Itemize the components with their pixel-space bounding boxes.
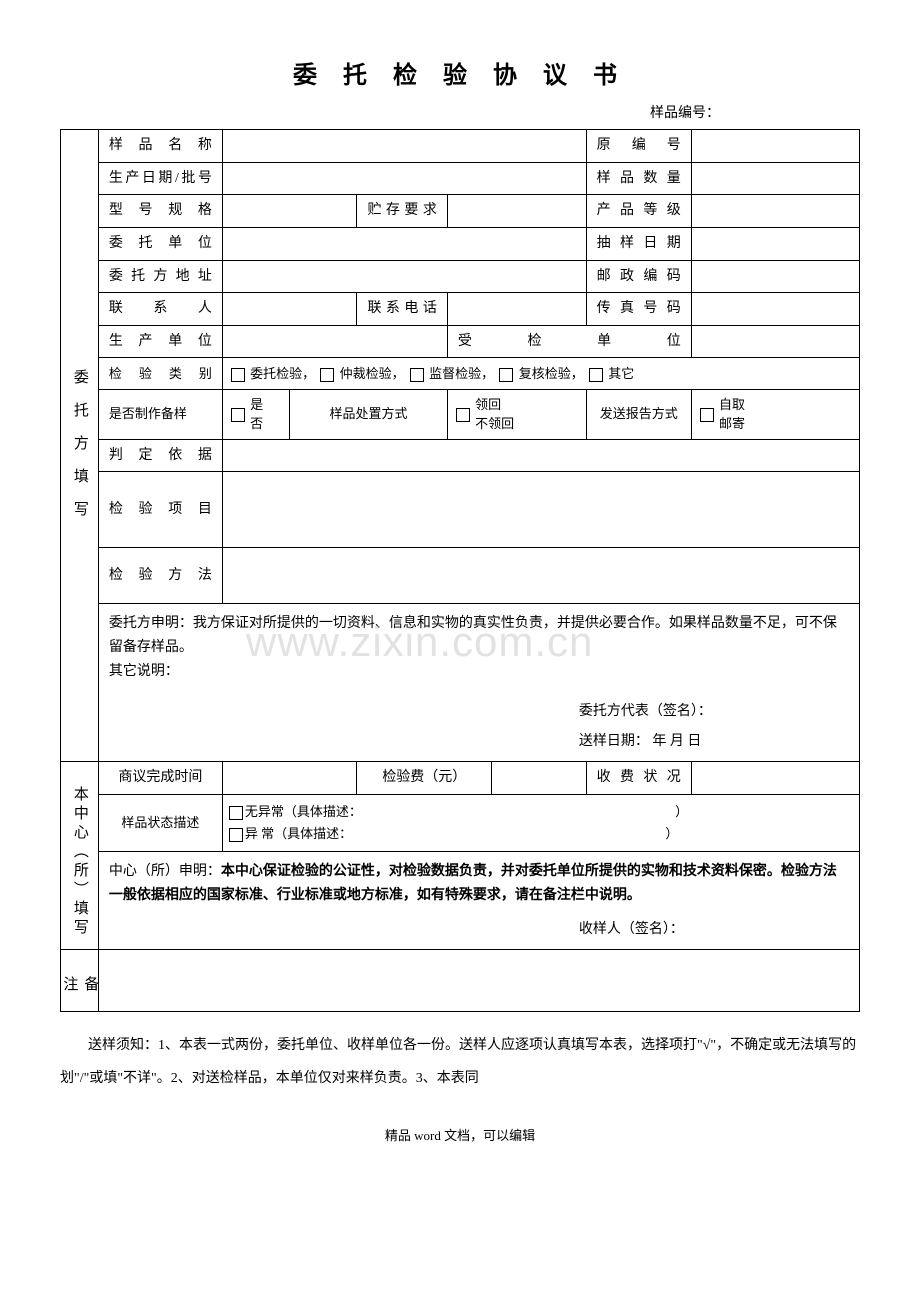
label-product-grade: 产品等级 [586, 195, 691, 228]
label-make-backup: 是否制作备样 [98, 390, 222, 439]
section2-label: 本中心（所）填写 [61, 762, 99, 950]
checkbox-normal-icon[interactable] [229, 806, 243, 820]
field-sample-disposal[interactable]: 领回不领回 [447, 390, 586, 439]
label-sample-state: 样品状态描述 [98, 794, 222, 851]
close-paren1: ） [675, 804, 688, 819]
send-date-label: 送样日期： 年 月 日 [109, 730, 849, 754]
label-sample-disposal: 样品处置方式 [290, 390, 448, 439]
checkbox-entrust-icon[interactable] [231, 368, 245, 382]
field-producer-unit[interactable] [222, 325, 447, 358]
opt-other: 其它 [608, 366, 634, 381]
label-inspection-method: 检验方法 [98, 548, 222, 604]
field-inspection-fee[interactable] [492, 762, 587, 795]
field-make-backup[interactable]: 是否 [222, 390, 289, 439]
section1-label: 委托方填写 [61, 130, 99, 762]
label-judgment-basis: 判定依据 [98, 439, 222, 472]
field-prod-date[interactable] [222, 162, 586, 195]
checkbox-abnormal-icon[interactable] [229, 828, 243, 842]
checkbox-arbitration-icon[interactable] [320, 368, 334, 382]
label-inspection-items: 检验项目 [98, 472, 222, 548]
label-inspection-fee: 检验费（元） [357, 762, 492, 795]
field-fax-number[interactable] [691, 293, 859, 326]
opt-normal: 无异常（具体描述： [245, 804, 362, 819]
label-report-delivery: 发送报告方式 [586, 390, 691, 439]
checkbox-review-icon[interactable] [499, 368, 513, 382]
field-sample-qty[interactable] [691, 162, 859, 195]
label-producer-unit: 生产单位 [98, 325, 222, 358]
checkbox-other-icon[interactable] [589, 368, 603, 382]
center-decl-prefix: 中心（所）申明： [109, 864, 221, 879]
field-contact-phone[interactable] [447, 293, 586, 326]
field-product-grade[interactable] [691, 195, 859, 228]
label-nego-time: 商议完成时间 [98, 762, 222, 795]
opt-no-return: 不领回 [475, 416, 514, 431]
field-fee-status[interactable] [691, 762, 859, 795]
field-inspected-unit[interactable] [691, 325, 859, 358]
label-sampling-date: 抽样日期 [586, 227, 691, 260]
field-inspection-method[interactable] [222, 548, 859, 604]
checkbox-supervision-icon[interactable] [410, 368, 424, 382]
field-inspection-items[interactable] [222, 472, 859, 548]
agreement-form-table: 委托方填写 样品名称 原编号 生产日期/批号 样品数量 型号规格 贮存要求 产品… [60, 129, 860, 1012]
center-declaration: 中心（所）申明：本中心保证检验的公证性，对检验数据负责，并对委托单位所提供的实物… [98, 852, 859, 950]
receiver-signature-label: 收样人（签名）： [109, 918, 849, 942]
checkbox-return-icon[interactable] [456, 408, 470, 422]
label-sample-qty: 样品数量 [586, 162, 691, 195]
opt-abnormal: 异 常（具体描述： [245, 826, 352, 841]
label-sample-name: 样品名称 [98, 130, 222, 163]
opt-yes: 是 [250, 397, 263, 412]
consignor-signature-block: 委托方代表（签名）： 送样日期： 年 月 日 [98, 692, 859, 762]
label-prod-date: 生产日期/批号 [98, 162, 222, 195]
label-contact-person: 联系人 [98, 293, 222, 326]
opt-review: 复核检验， [519, 366, 584, 381]
field-inspect-category[interactable]: 委托检验， 仲裁检验， 监督检验， 复核检验， 其它 [222, 358, 859, 390]
field-storage-req[interactable] [447, 195, 586, 228]
document-title: 委 托 检 验 协 议 书 [60, 60, 860, 94]
field-postal-code[interactable] [691, 260, 859, 293]
field-model-spec[interactable] [222, 195, 357, 228]
label-storage-req: 贮存要求 [357, 195, 447, 228]
label-fax-number: 传真号码 [586, 293, 691, 326]
field-judgment-basis[interactable] [222, 439, 859, 472]
field-consign-address[interactable] [222, 260, 586, 293]
opt-arbitration: 仲裁检验， [340, 366, 405, 381]
opt-entrust: 委托检验， [250, 366, 315, 381]
field-remarks[interactable] [98, 950, 859, 1012]
opt-pickup: 自取 [719, 397, 745, 412]
field-nego-time[interactable] [222, 762, 357, 795]
label-consign-address: 委托方地址 [98, 260, 222, 293]
footer-text: 精品 word 文档，可以编辑 [60, 1127, 860, 1145]
label-postal-code: 邮政编码 [586, 260, 691, 293]
field-report-delivery[interactable]: 自取邮寄 [691, 390, 859, 439]
label-inspected-unit: 受检单位 [447, 325, 691, 358]
instructions-text: 送样须知：1、本表一式两份，委托单位、收样单位各一份。送样人应逐项认真填写本表，… [60, 1030, 860, 1094]
decl-line2: 其它说明： [109, 664, 179, 679]
field-contact-person[interactable] [222, 293, 357, 326]
close-paren2: ） [665, 826, 678, 841]
label-contact-phone: 联系电话 [357, 293, 447, 326]
label-fee-status: 收费状况 [586, 762, 691, 795]
label-consign-unit: 委托单位 [98, 227, 222, 260]
label-model-spec: 型号规格 [98, 195, 222, 228]
field-consign-unit[interactable] [222, 227, 586, 260]
consignor-declaration: 委托方申明：我方保证对所提供的一切资料、信息和实物的真实性负责，并提供必要合作。… [98, 604, 859, 692]
field-sampling-date[interactable] [691, 227, 859, 260]
checkbox-pickup-icon[interactable] [700, 408, 714, 422]
decl-line1: 委托方申明：我方保证对所提供的一切资料、信息和实物的真实性负责，并提供必要合作。… [109, 616, 837, 655]
consignor-signature-label: 委托方代表（签名）： [109, 700, 849, 724]
opt-no: 否 [250, 416, 263, 431]
section3-label: 备注 [61, 950, 99, 1012]
label-inspect-category: 检验类别 [98, 358, 222, 390]
label-original-no: 原编号 [586, 130, 691, 163]
checkbox-yes-icon[interactable] [231, 408, 245, 422]
sample-number-label: 样品编号： [60, 104, 860, 124]
opt-return: 领回 [475, 397, 501, 412]
field-sample-state[interactable]: 无异常（具体描述： ） 异 常（具体描述： ） [222, 794, 859, 851]
opt-supervision: 监督检验， [429, 366, 494, 381]
opt-mail: 邮寄 [719, 416, 745, 431]
field-original-no[interactable] [691, 130, 859, 163]
field-sample-name[interactable] [222, 130, 586, 163]
